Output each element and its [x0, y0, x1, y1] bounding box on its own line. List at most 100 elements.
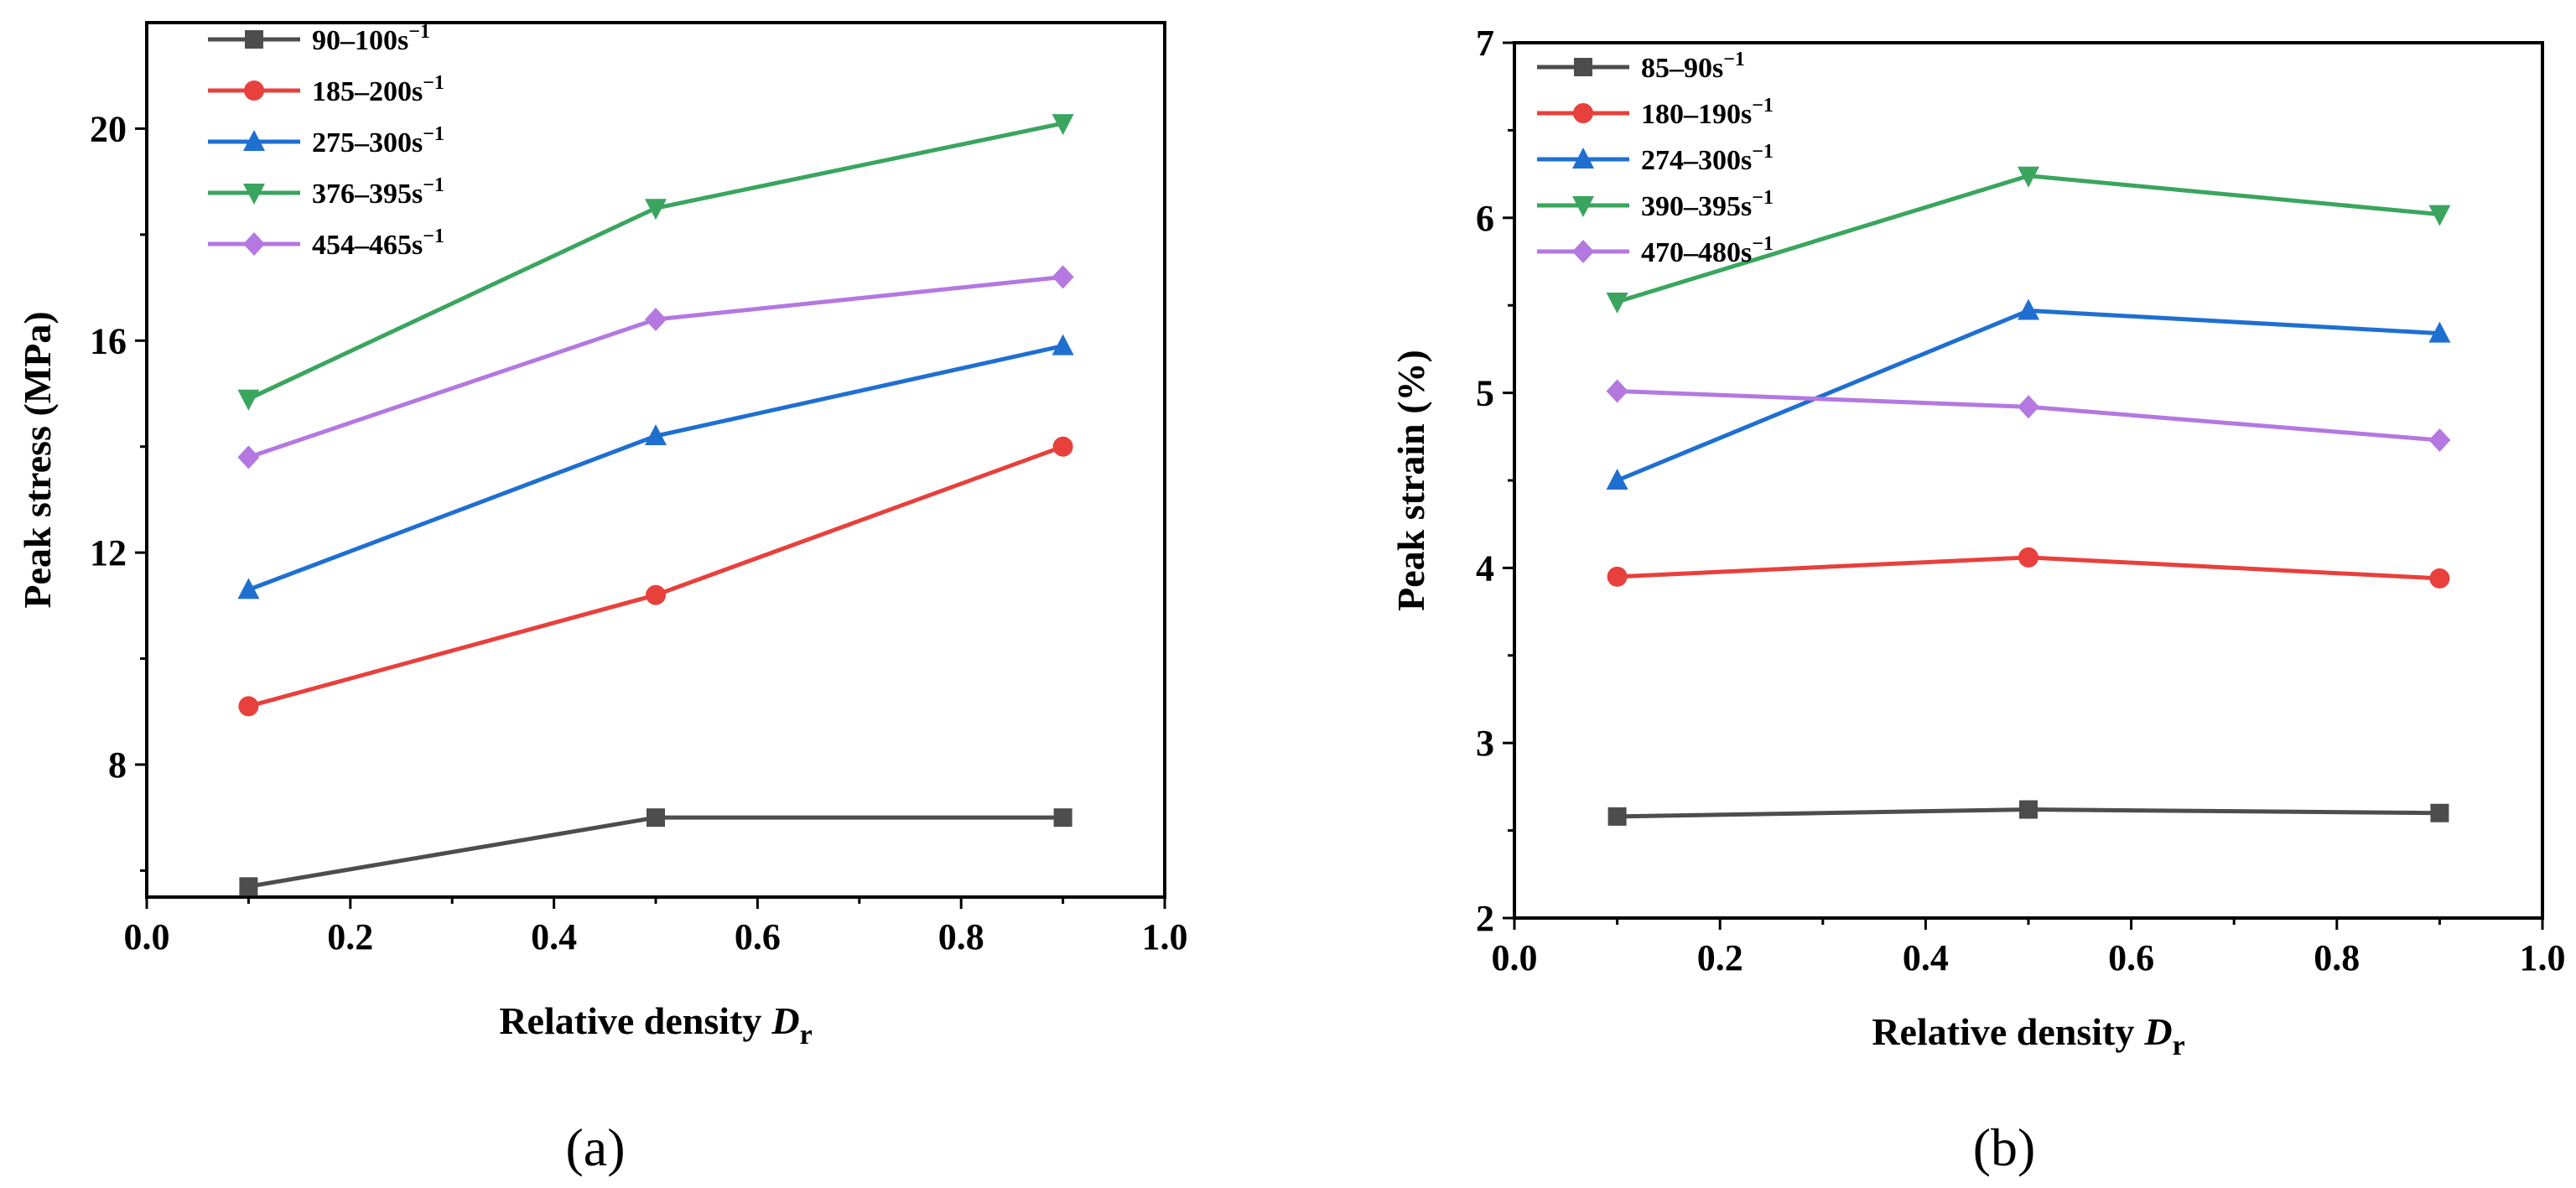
- legend-entry: 274–300s−1: [1537, 141, 1774, 176]
- data-point: [645, 199, 667, 220]
- legend: 85–90s−1180–190s−1274–300s−1390–395s−147…: [1537, 49, 1774, 268]
- data-point: [645, 307, 667, 331]
- y-tick-label: 7: [1476, 23, 1494, 64]
- x-axis-label-symbol: D: [2143, 1010, 2172, 1053]
- data-point: [1607, 807, 1627, 826]
- data-point: [646, 584, 666, 605]
- legend-entry: 275–300s−1: [208, 123, 444, 158]
- legend-marker: [1572, 240, 1594, 263]
- x-tick-label: 0.0: [1492, 937, 1538, 978]
- y-tick-label: 20: [90, 108, 127, 149]
- data-point: [1052, 114, 1074, 136]
- x-axis-label-subscript: r: [800, 1019, 813, 1051]
- data-point: [2429, 568, 2450, 589]
- legend: 90–100s−1185–200s−1275–300s−1376–395s−14…: [208, 21, 444, 261]
- x-tick-label: 0.4: [531, 916, 577, 957]
- data-point: [2428, 428, 2451, 452]
- data-point: [237, 578, 260, 599]
- y-tick-label: 2: [1476, 898, 1494, 939]
- chart-peak-stress: 0.0 0.2 0.4 0.6 0.8 1.0 8 12 16 20 Relative densit…: [16, 21, 1188, 1051]
- legend-label: 390–395s−1: [1641, 187, 1774, 222]
- legend-label: 376–395s−1: [312, 174, 444, 210]
- legend-marker: [244, 80, 264, 101]
- series-line: [247, 121, 1064, 402]
- legend-label-text: 90–100s: [312, 25, 408, 56]
- data-point: [1052, 436, 1073, 457]
- legend-label-text: 470–480s: [1641, 237, 1752, 268]
- y-axis-label: Peak strain (%): [1389, 350, 1432, 611]
- legend-label-text: 185–200s: [312, 76, 423, 107]
- data-point: [1606, 469, 1628, 490]
- y-tick-label: 4: [1476, 547, 1494, 589]
- legend-label: 454–465s−1: [312, 226, 444, 261]
- legend-entry: 180–190s−1: [1537, 95, 1774, 130]
- panel-label-a: (a): [565, 1118, 625, 1177]
- y-tick-label: 12: [90, 532, 127, 573]
- legend-entry: 470–480s−1: [1537, 233, 1774, 268]
- legend-marker: [243, 232, 265, 256]
- x-tick-label: 0.2: [327, 916, 373, 957]
- series-2: [1607, 547, 2450, 589]
- legend-marker: [243, 130, 265, 151]
- legend-label-text: 454–465s: [312, 230, 423, 261]
- legend-label-text: 274–300s: [1641, 145, 1752, 176]
- legend-label-text: 180–190s: [1641, 99, 1752, 130]
- data-point: [647, 808, 665, 827]
- x-tick-label: 1.0: [1142, 916, 1188, 957]
- x-tick-label: 0.4: [1903, 937, 1949, 978]
- legend-label: 470–480s−1: [1641, 233, 1774, 268]
- x-axis-label: Relative density Dr: [1872, 1010, 2184, 1061]
- x-axis-label: Relative density Dr: [499, 999, 812, 1051]
- data-point: [1607, 566, 1628, 587]
- chart-peak-strain: 0.0 0.2 0.4 0.6 0.8 1.0 2 3 4 5 6 7 Relative density…: [1389, 23, 2566, 1061]
- legend-entry: 185–200s−1: [208, 72, 444, 107]
- data-point: [2428, 205, 2451, 226]
- data-point: [1606, 293, 1628, 314]
- x-tick-label: 0.0: [124, 916, 170, 957]
- legend-marker: [243, 184, 265, 205]
- legend-label-superscript: −1: [423, 123, 444, 145]
- y-tick-label: 3: [1476, 723, 1494, 764]
- x-tick-label: 0.2: [1697, 937, 1743, 978]
- series-5: [1606, 379, 2451, 452]
- y-tick-label: 6: [1476, 198, 1494, 239]
- legend-label-superscript: −1: [423, 72, 444, 94]
- legend-label: 180–190s−1: [1641, 95, 1774, 130]
- x-tick-label: 0.8: [2314, 937, 2360, 978]
- series-3: [237, 334, 1074, 599]
- panel-label-b: (b): [1973, 1118, 2036, 1177]
- data-point: [2019, 800, 2038, 819]
- legend-label: 274–300s−1: [1641, 141, 1774, 176]
- data-point: [2430, 803, 2449, 822]
- legend-entry: 85–90s−1: [1537, 49, 1745, 84]
- legend-entry: 90–100s−1: [208, 21, 430, 56]
- legend-marker: [245, 30, 263, 49]
- x-axis-label-symbol: D: [771, 999, 799, 1042]
- legend-label-superscript: −1: [1723, 49, 1745, 70]
- legend-marker: [1574, 58, 1592, 76]
- plot-frame: [145, 21, 1166, 899]
- legend-label: 275–300s−1: [312, 123, 444, 158]
- data-point: [237, 389, 260, 411]
- legend-label-text: 376–395s: [312, 179, 423, 210]
- y-tick-label: 5: [1476, 373, 1494, 414]
- legend-marker: [1573, 103, 1593, 123]
- data-point: [1053, 808, 1072, 827]
- legend-label: 185–200s−1: [312, 72, 444, 107]
- x-axis-label-text: Relative density: [499, 999, 761, 1042]
- legend-label-superscript: −1: [1752, 141, 1774, 163]
- series-line: [247, 815, 1063, 889]
- series-line: [247, 444, 1064, 708]
- data-point: [237, 445, 260, 469]
- series-4: [1606, 166, 2451, 314]
- x-axis-label-subscript: r: [2173, 1030, 2185, 1061]
- x-tick-label: 0.8: [938, 916, 984, 957]
- legend-label-superscript: −1: [423, 174, 444, 196]
- series-2: [238, 436, 1073, 717]
- legend-label-superscript: −1: [1752, 233, 1774, 255]
- data-point: [2428, 321, 2451, 343]
- data-point: [1606, 379, 1628, 403]
- series-4: [237, 114, 1074, 411]
- y-tick-label: 8: [108, 744, 127, 786]
